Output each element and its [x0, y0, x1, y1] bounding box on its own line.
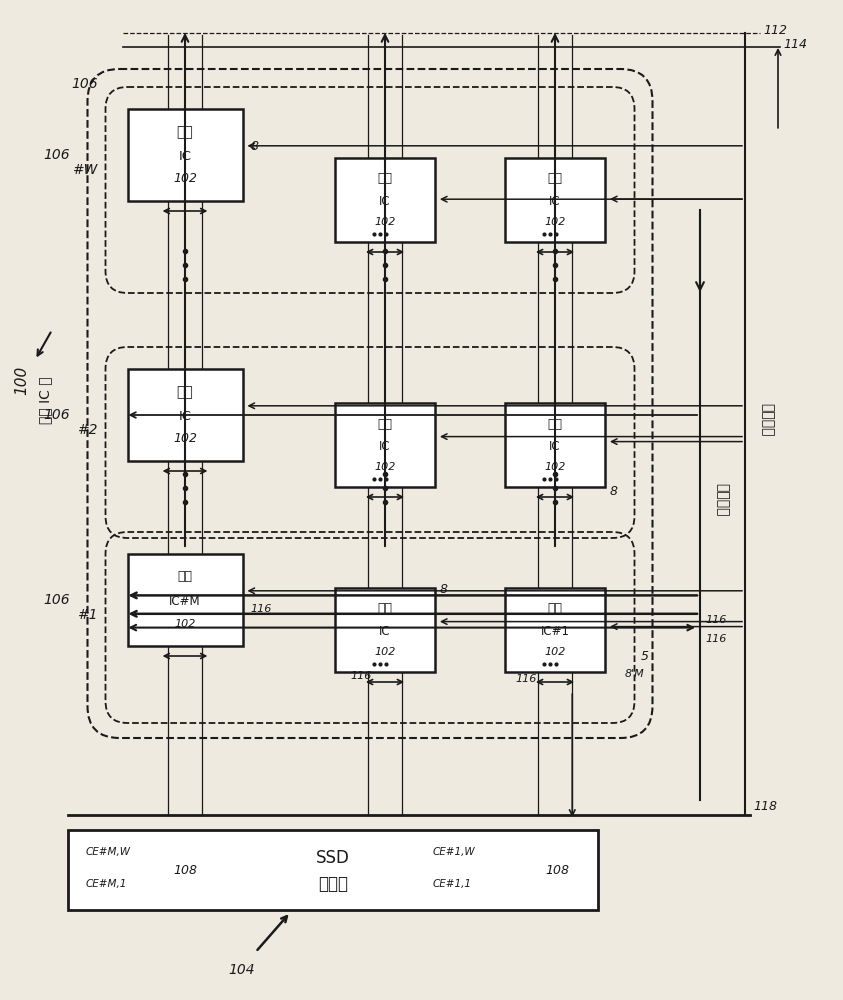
Text: 8: 8: [440, 583, 448, 596]
Text: 112: 112: [763, 24, 787, 37]
Text: 闪存: 闪存: [378, 172, 393, 186]
Text: 数据总线: 数据总线: [715, 483, 729, 517]
Text: IC: IC: [549, 195, 561, 208]
Text: IC: IC: [379, 440, 391, 453]
Text: 108: 108: [545, 863, 569, 876]
Bar: [127, 369, 243, 461]
Text: CE#1,W: CE#1,W: [433, 847, 475, 857]
Text: CE#M,1: CE#M,1: [86, 879, 127, 889]
Text: 5: 5: [641, 650, 648, 662]
Text: 闪存: 闪存: [547, 602, 562, 615]
Text: 114: 114: [783, 38, 807, 51]
Text: #2: #2: [77, 423, 98, 437]
Text: 116: 116: [250, 604, 272, 614]
Text: 闪存: 闪存: [547, 418, 562, 430]
Text: SSD: SSD: [316, 849, 350, 867]
Text: 104: 104: [228, 963, 255, 977]
Text: CE#M,W: CE#M,W: [86, 847, 131, 857]
Text: IC#M: IC#M: [169, 595, 201, 608]
Bar: [335, 403, 435, 487]
Text: 102: 102: [173, 172, 197, 185]
Text: 控制总线: 控制总线: [760, 403, 774, 437]
Bar: [505, 588, 605, 672]
Text: IC: IC: [179, 150, 191, 163]
Text: 闪存: 闪存: [378, 418, 393, 430]
Text: 控制器: 控制器: [318, 875, 348, 893]
Text: 106: 106: [71, 77, 98, 91]
Text: 116: 116: [705, 615, 727, 625]
Text: IC: IC: [379, 625, 391, 638]
Text: 116: 116: [515, 674, 536, 684]
Text: 闪存: 闪存: [378, 602, 393, 615]
Text: 102: 102: [374, 217, 395, 227]
Text: 8: 8: [250, 139, 259, 152]
Bar: [505, 158, 605, 242]
Text: 106: 106: [43, 148, 69, 162]
Text: 闪存: 闪存: [177, 385, 193, 399]
Text: IC: IC: [379, 195, 391, 208]
Text: 108: 108: [173, 863, 197, 876]
Text: #W: #W: [72, 163, 98, 177]
Text: 102: 102: [545, 462, 566, 472]
Text: 106: 106: [43, 408, 69, 422]
Text: 8'M: 8'M: [625, 669, 644, 679]
Text: 118: 118: [753, 800, 777, 814]
Text: 102: 102: [374, 647, 395, 657]
Bar: [335, 158, 435, 242]
Text: 102: 102: [175, 619, 196, 629]
Text: CE#1,1: CE#1,1: [433, 879, 472, 889]
Text: 116: 116: [705, 634, 727, 644]
Text: 106: 106: [43, 593, 69, 607]
Text: IC: IC: [179, 410, 191, 423]
Bar: [127, 554, 243, 646]
Text: IC#1: IC#1: [540, 625, 570, 638]
Bar: [127, 109, 243, 201]
Text: 闪存 IC 组: 闪存 IC 组: [38, 376, 52, 424]
Text: 100: 100: [14, 365, 30, 395]
Text: #1: #1: [77, 608, 98, 622]
Text: 闪存: 闪存: [547, 172, 562, 186]
Text: 闪存: 闪存: [177, 125, 193, 139]
Text: IC: IC: [549, 440, 561, 453]
Text: 116: 116: [351, 671, 372, 681]
Text: 闪存: 闪存: [178, 570, 192, 584]
Text: 8: 8: [610, 485, 618, 498]
Bar: [505, 403, 605, 487]
Text: 102: 102: [173, 432, 197, 445]
Bar: [335, 588, 435, 672]
Text: 102: 102: [545, 647, 566, 657]
Text: 102: 102: [374, 462, 395, 472]
Bar: [68, 830, 598, 910]
Text: 102: 102: [545, 217, 566, 227]
